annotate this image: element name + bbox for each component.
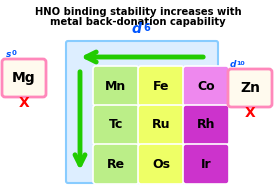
Text: d: d — [230, 60, 237, 69]
FancyBboxPatch shape — [183, 144, 229, 184]
FancyBboxPatch shape — [138, 105, 184, 145]
Text: Tc: Tc — [109, 118, 123, 131]
Text: Zn: Zn — [240, 81, 260, 95]
Text: 6: 6 — [143, 23, 150, 33]
Text: Rh: Rh — [197, 118, 215, 131]
FancyBboxPatch shape — [183, 66, 229, 106]
Text: Mn: Mn — [105, 80, 127, 92]
Text: Os: Os — [152, 158, 170, 171]
FancyBboxPatch shape — [228, 69, 272, 107]
Text: d: d — [131, 22, 141, 36]
Text: Re: Re — [107, 158, 125, 171]
Text: Co: Co — [197, 80, 215, 92]
FancyBboxPatch shape — [2, 59, 46, 97]
Text: Mg: Mg — [12, 71, 36, 85]
FancyBboxPatch shape — [138, 144, 184, 184]
Text: X: X — [18, 96, 29, 110]
Text: 0: 0 — [12, 50, 17, 56]
Text: Ru: Ru — [152, 118, 170, 131]
Text: s: s — [6, 50, 11, 59]
FancyBboxPatch shape — [66, 41, 218, 183]
FancyBboxPatch shape — [183, 105, 229, 145]
FancyBboxPatch shape — [138, 66, 184, 106]
FancyBboxPatch shape — [93, 66, 139, 106]
Text: X: X — [245, 106, 255, 120]
Text: Fe: Fe — [153, 80, 169, 92]
Text: HNO binding stability increases with: HNO binding stability increases with — [35, 7, 241, 17]
Text: Ir: Ir — [201, 158, 211, 171]
FancyBboxPatch shape — [93, 105, 139, 145]
FancyBboxPatch shape — [93, 144, 139, 184]
Text: metal back-donation capability: metal back-donation capability — [50, 17, 226, 27]
Text: 10: 10 — [236, 61, 245, 66]
